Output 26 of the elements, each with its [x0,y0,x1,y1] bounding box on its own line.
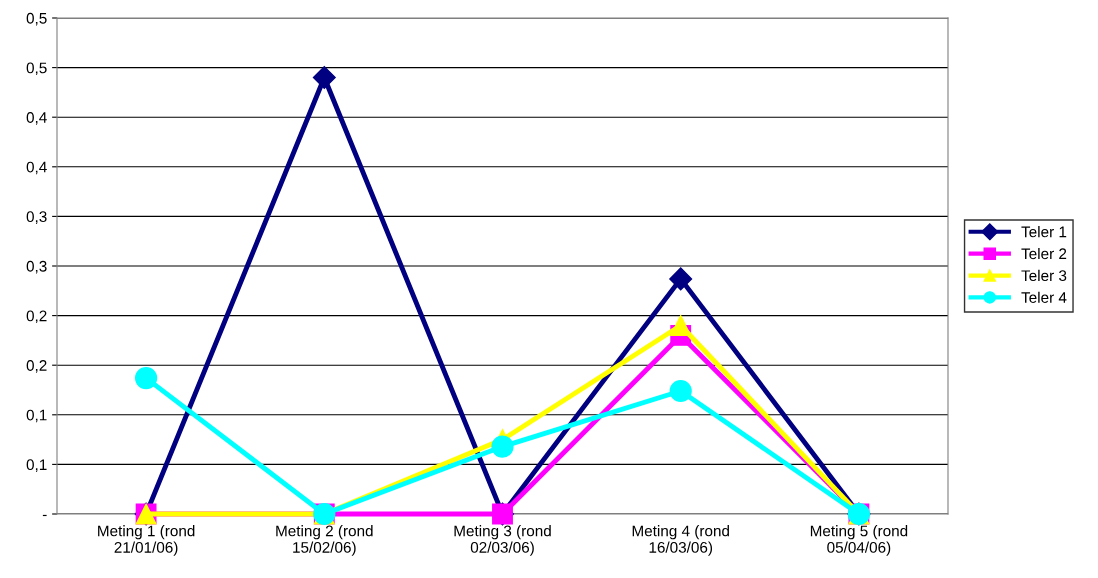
x-tick-label: Meting 1 (rond 21/01/06) [98,525,195,556]
legend-label: Teler 4 [1021,291,1067,303]
point [134,366,158,390]
y-tick-label: 0,4 [26,112,47,125]
legend-label: Teler 3 [1021,269,1067,282]
y-tick-label: 0,1 [26,409,47,423]
point [669,267,693,291]
point [312,66,336,90]
point [669,379,692,403]
y-tick-label: 0,5 [26,62,47,76]
y-tick-label: - [42,514,47,517]
point [670,315,692,336]
x-tick-label: Meting 5 (rond 05/04/06) [810,525,908,556]
y-tick-label: 0,1 [26,459,47,472]
y-tick-label: 0,2 [26,360,47,373]
x-tick-label: Meting 4 (rond 16/03/06) [632,525,729,556]
legend-label: Teler 2 [1021,247,1067,260]
point [491,435,514,458]
legend-label: Teler 1 [1021,226,1067,238]
y-tick-label: 0,5 [26,12,47,26]
x-tick-label: Meting 2 (rond 15/02/06) [276,525,373,556]
y-tick-label: 0,3 [26,211,47,224]
y-tick-label: 0,4 [26,161,47,175]
y-tick-label: 0,3 [26,260,47,274]
x-tick-label: Meting 3 (rond 02/03/06) [454,525,551,556]
y-tick-label: 0,2 [26,310,47,324]
